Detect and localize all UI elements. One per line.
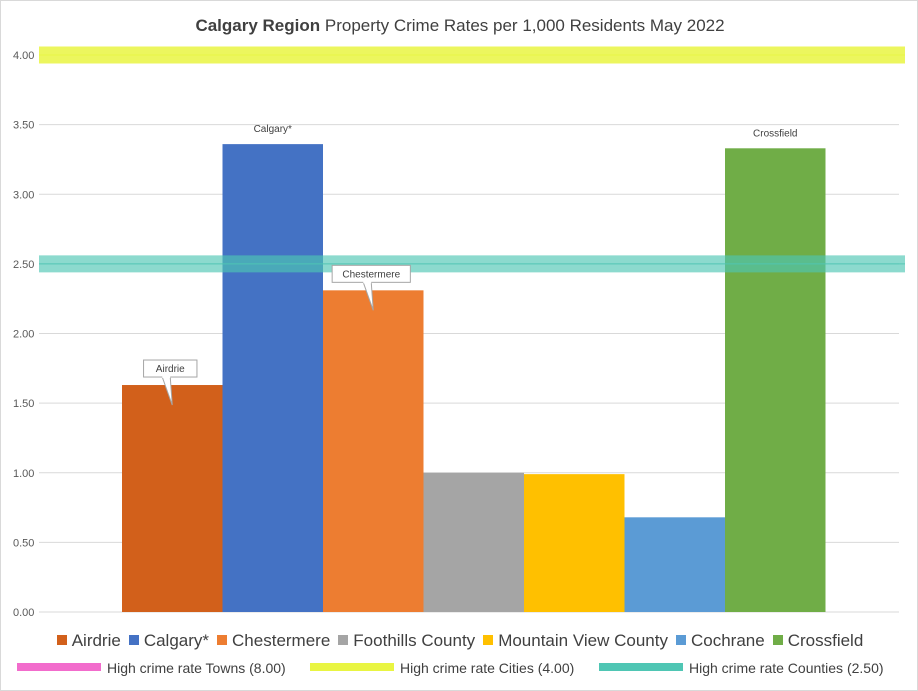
chart-title-rest: Property Crime Rates per 1,000 Residents… — [320, 16, 725, 35]
data-label-callout: Chestermere — [331, 264, 411, 311]
bar — [524, 474, 625, 612]
legend-swatch — [128, 635, 139, 645]
bar-chart-plot: 0.00 0.50 1.00 1.50 2.00 2.50 3.00 3.50 4.00 Aird… — [13, 46, 905, 619]
y-tick-label: 1.50 — [13, 398, 34, 410]
y-tick-label: 3.00 — [13, 189, 34, 201]
data-label: Calgary* — [254, 124, 292, 135]
legend-item: Cochrane — [675, 631, 765, 651]
chart-title-bold: Calgary Region — [195, 16, 321, 35]
bar — [222, 144, 323, 612]
legend-item: Crossfield — [772, 631, 864, 651]
reference-legend-item: High crime rate Cities (4.00) — [310, 660, 574, 676]
reference-legend-label: High crime rate Towns (8.00) — [107, 660, 286, 676]
reference-legend-item: High crime rate Towns (8.00) — [17, 660, 286, 676]
y-tick-label: 0.00 — [13, 607, 34, 619]
reference-legend-label: High crime rate Cities (4.00) — [400, 660, 575, 676]
reference-line-legend: High crime rate Towns (8.00) High crime r… — [1, 660, 918, 680]
legend-item: Calgary* — [128, 631, 210, 651]
legend-label: Mountain View County — [498, 631, 668, 650]
bar — [423, 472, 524, 612]
legend-label: Airdrie — [71, 631, 121, 650]
legend-swatch — [338, 635, 349, 645]
chart-title: Calgary Region Property Crime Rates per … — [1, 16, 918, 36]
reference-legend-swatch — [17, 663, 101, 671]
bar — [624, 517, 725, 612]
y-tick-label: 3.50 — [13, 120, 34, 132]
y-tick-label: 0.50 — [13, 537, 34, 549]
legend-label: Foothills County — [353, 631, 476, 650]
y-tick-label: 2.00 — [13, 329, 34, 341]
legend-swatch — [217, 635, 228, 645]
legend-swatch — [483, 635, 494, 645]
series-legend: Airdrie Calgary* Chestermere Foothills Coun… — [1, 631, 918, 651]
legend-label: Crossfield — [787, 631, 864, 650]
data-label: Chestermere — [342, 269, 400, 280]
reference-legend-swatch — [599, 663, 683, 671]
bar — [725, 148, 826, 613]
legend-item: Airdrie — [56, 631, 121, 651]
data-label: Crossfield — [753, 128, 797, 139]
data-label-callout: Airdrie — [143, 359, 198, 406]
y-tick-label: 2.50 — [13, 259, 34, 271]
legend-item: Foothills County — [338, 631, 475, 651]
legend-label: Calgary* — [143, 631, 210, 650]
data-label: Airdrie — [156, 364, 185, 375]
bar — [323, 290, 424, 612]
y-tick-label: 4.00 — [13, 50, 34, 62]
reference-legend-item: High crime rate Counties (2.50) — [599, 660, 884, 676]
y-tick-label: 1.00 — [13, 468, 34, 480]
legend-item: Mountain View County — [483, 631, 668, 651]
legend-swatch — [772, 635, 783, 645]
reference-legend-swatch — [310, 663, 394, 671]
legend-label: Cochrane — [690, 631, 765, 650]
reference-legend-label: High crime rate Counties (2.50) — [689, 660, 884, 676]
legend-swatch — [56, 635, 67, 645]
legend-swatch — [675, 635, 686, 645]
bar — [122, 385, 223, 612]
legend-item: Chestermere — [217, 631, 330, 651]
legend-label: Chestermere — [232, 631, 331, 650]
